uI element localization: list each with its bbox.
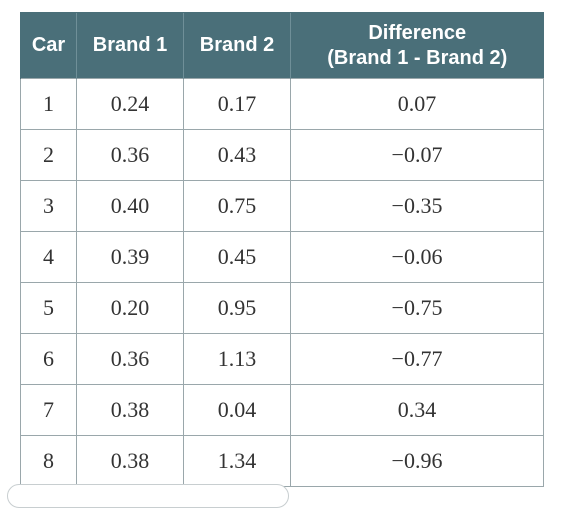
table-row: 1 0.24 0.17 0.07 xyxy=(20,78,544,130)
cell-brand-2: 0.43 xyxy=(183,129,291,181)
cell-brand-1: 0.24 xyxy=(76,78,184,130)
header-brand-1: Brand 1 xyxy=(76,12,184,79)
cell-difference: −0.06 xyxy=(290,231,544,283)
data-table-container: Car Brand 1 Brand 2 Difference (Brand 1 … xyxy=(20,12,544,487)
cell-brand-2: 0.45 xyxy=(183,231,291,283)
cell-car: 1 xyxy=(20,78,77,130)
cell-difference: −0.96 xyxy=(290,435,544,487)
cell-difference: −0.75 xyxy=(290,282,544,334)
partial-input-field[interactable] xyxy=(7,484,289,508)
cell-difference: 0.07 xyxy=(290,78,544,130)
data-table: Car Brand 1 Brand 2 Difference (Brand 1 … xyxy=(20,12,544,487)
header-row: Car Brand 1 Brand 2 Difference (Brand 1 … xyxy=(20,12,544,79)
cell-brand-2: 0.04 xyxy=(183,384,291,436)
cell-brand-2: 1.34 xyxy=(183,435,291,487)
cell-car: 8 xyxy=(20,435,77,487)
cell-car: 3 xyxy=(20,180,77,232)
cell-car: 4 xyxy=(20,231,77,283)
table-row: 4 0.39 0.45 −0.06 xyxy=(20,231,544,283)
table-header: Car Brand 1 Brand 2 Difference (Brand 1 … xyxy=(20,12,544,79)
cell-car: 2 xyxy=(20,129,77,181)
cell-brand-1: 0.36 xyxy=(76,129,184,181)
cell-difference: −0.07 xyxy=(290,129,544,181)
cell-brand-1: 0.36 xyxy=(76,333,184,385)
cell-difference: −0.35 xyxy=(290,180,544,232)
table-row: 8 0.38 1.34 −0.96 xyxy=(20,435,544,487)
cell-brand-2: 0.17 xyxy=(183,78,291,130)
header-car: Car xyxy=(20,12,77,79)
header-brand-2: Brand 2 xyxy=(183,12,291,79)
cell-brand-1: 0.40 xyxy=(76,180,184,232)
cell-car: 5 xyxy=(20,282,77,334)
table-row: 6 0.36 1.13 −0.77 xyxy=(20,333,544,385)
cell-brand-1: 0.38 xyxy=(76,384,184,436)
cell-brand-2: 0.75 xyxy=(183,180,291,232)
cell-difference: −0.77 xyxy=(290,333,544,385)
header-difference: Difference (Brand 1 - Brand 2) xyxy=(290,12,544,79)
table-row: 2 0.36 0.43 −0.07 xyxy=(20,129,544,181)
cell-brand-1: 0.38 xyxy=(76,435,184,487)
cell-brand-2: 1.13 xyxy=(183,333,291,385)
table-body: 1 0.24 0.17 0.07 2 0.36 0.43 −0.07 3 0.4… xyxy=(20,78,544,487)
table-row: 5 0.20 0.95 −0.75 xyxy=(20,282,544,334)
header-difference-line-2: (Brand 1 - Brand 2) xyxy=(327,46,508,69)
cell-brand-2: 0.95 xyxy=(183,282,291,334)
cell-car: 7 xyxy=(20,384,77,436)
header-difference-line-1: Difference xyxy=(368,21,467,44)
cell-car: 6 xyxy=(20,333,77,385)
cell-brand-1: 0.39 xyxy=(76,231,184,283)
cell-difference: 0.34 xyxy=(290,384,544,436)
cell-brand-1: 0.20 xyxy=(76,282,184,334)
table-row: 3 0.40 0.75 −0.35 xyxy=(20,180,544,232)
table-row: 7 0.38 0.04 0.34 xyxy=(20,384,544,436)
